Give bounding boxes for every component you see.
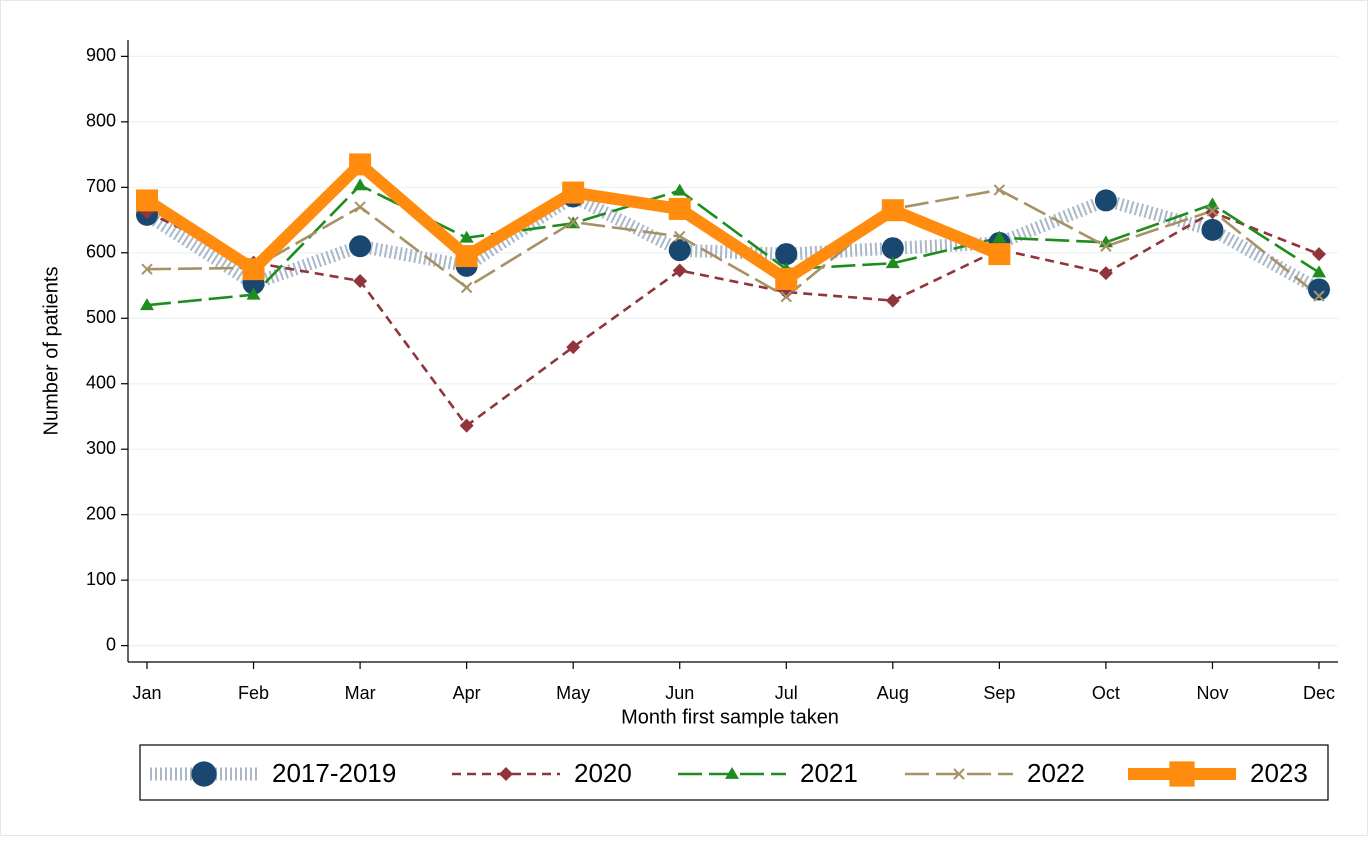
marker [775, 267, 798, 290]
marker [136, 189, 158, 212]
marker [353, 178, 368, 191]
marker [562, 181, 585, 204]
x-tick-label: Dec [1303, 683, 1335, 703]
marker [1169, 761, 1195, 787]
marker [780, 290, 792, 303]
y-tick-label: 600 [86, 242, 116, 262]
series-line [146, 188, 1320, 298]
marker [885, 256, 900, 269]
marker [775, 243, 798, 266]
x-tick-label: Jul [775, 683, 798, 703]
marker [885, 293, 900, 308]
marker [459, 418, 474, 433]
x-tick-label: Aug [877, 683, 909, 703]
x-tick-label: Nov [1196, 683, 1228, 703]
legend-label: 2020 [574, 758, 632, 788]
x-tick-label: Sep [983, 683, 1015, 703]
series-line [143, 189, 1323, 296]
marker [1308, 278, 1330, 301]
marker [668, 197, 691, 220]
marker [499, 767, 513, 781]
x-tick-label: Feb [238, 683, 269, 703]
marker [1098, 266, 1113, 281]
y-tick-label: 800 [86, 111, 116, 131]
marker [141, 263, 153, 275]
marker [1100, 240, 1112, 252]
marker [1313, 290, 1325, 302]
marker [988, 243, 1011, 266]
x-axis-title: Month first sample taken [621, 706, 839, 728]
legend-label: 2023 [1250, 758, 1308, 788]
marker [140, 298, 154, 311]
marker [1312, 265, 1326, 278]
marker [455, 245, 478, 268]
x-tick-label: Mar [345, 683, 376, 703]
marker [1206, 205, 1219, 217]
marker [672, 263, 687, 278]
marker [1312, 247, 1326, 262]
y-tick-label: 200 [86, 503, 116, 523]
marker [1094, 189, 1117, 212]
marker [349, 235, 372, 258]
marker [460, 281, 473, 294]
y-tick-label: 900 [86, 45, 116, 65]
y-tick-label: 100 [86, 569, 116, 589]
marker [191, 761, 217, 787]
marker [353, 273, 368, 288]
x-tick-label: Jan [132, 683, 161, 703]
legend-label: 2021 [800, 758, 858, 788]
x-tick-label: Jun [665, 683, 694, 703]
marker [1201, 218, 1224, 241]
marker [246, 287, 261, 300]
y-tick-label: 500 [86, 307, 116, 327]
series-line [146, 210, 1320, 427]
y-tick-label: 700 [86, 176, 116, 196]
x-tick-label: May [556, 683, 590, 703]
marker [881, 199, 904, 222]
y-tick-label: 0 [106, 634, 116, 654]
series-line [146, 184, 1320, 307]
marker [881, 237, 904, 260]
marker [354, 201, 366, 213]
legend-label: 2017-2019 [272, 758, 396, 788]
marker [459, 230, 474, 243]
marker [674, 230, 686, 243]
marker [725, 767, 739, 779]
y-tick-label: 400 [86, 372, 116, 392]
y-axis-title: Number of patients [40, 267, 62, 436]
marker [953, 768, 965, 780]
y-tick-label: 300 [86, 438, 116, 458]
x-tick-label: Oct [1092, 683, 1120, 703]
marker [566, 340, 581, 355]
marker [567, 216, 579, 228]
marker [992, 230, 1007, 243]
legend-label: 2022 [1027, 758, 1085, 788]
marker [993, 184, 1006, 196]
x-tick-label: Apr [453, 683, 481, 703]
marker [668, 239, 691, 262]
marker [349, 153, 372, 176]
marker [242, 258, 265, 281]
marker [672, 183, 687, 196]
marker [1098, 235, 1113, 248]
